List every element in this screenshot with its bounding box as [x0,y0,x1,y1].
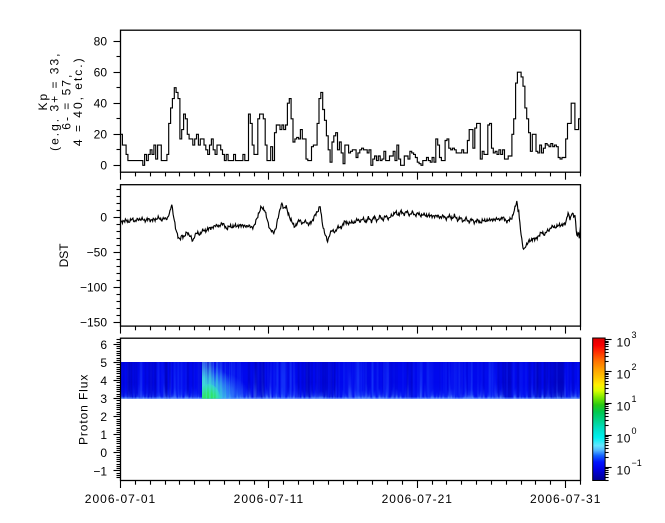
svg-text:1: 1 [100,428,107,442]
svg-text:DST: DST [57,243,71,268]
svg-text:6: 6 [100,338,107,352]
svg-text:0: 0 [632,426,637,436]
svg-text:80: 80 [94,35,108,49]
svg-text:−50: −50 [87,246,108,260]
svg-text:(e.g. 3+ = 33,: (e.g. 3+ = 33, [48,52,62,151]
svg-text:60: 60 [94,66,108,80]
svg-text:Proton Flux: Proton Flux [77,374,91,445]
svg-text:Kp: Kp [36,92,50,111]
svg-text:−150: −150 [80,315,107,329]
svg-text:0: 0 [100,159,107,173]
svg-text:1: 1 [632,394,637,404]
svg-text:6- = 57,: 6- = 57, [59,73,73,130]
svg-text:10: 10 [617,336,632,350]
svg-text:0: 0 [100,446,107,460]
svg-text:2006-07-11: 2006-07-11 [234,492,305,506]
svg-text:2006-07-31: 2006-07-31 [530,492,601,506]
svg-text:4: 4 [100,374,107,388]
svg-text:3: 3 [632,330,637,340]
svg-text:2: 2 [632,362,637,372]
svg-text:10: 10 [617,463,632,477]
svg-text:2006-07-21: 2006-07-21 [382,492,453,506]
svg-text:2006-07-01: 2006-07-01 [85,492,156,506]
svg-text:10: 10 [617,368,632,382]
svg-text:−1: −1 [632,458,642,468]
svg-text:−1: −1 [93,464,107,478]
svg-text:4 = 40, etc.): 4 = 40, etc.) [71,56,85,146]
svg-text:2: 2 [100,410,107,424]
svg-text:5: 5 [100,356,107,370]
svg-text:3: 3 [100,392,107,406]
svg-text:40: 40 [94,97,108,111]
svg-text:10: 10 [617,400,632,414]
svg-text:10: 10 [617,432,632,446]
svg-text:0: 0 [100,211,107,225]
svg-text:−100: −100 [80,281,107,295]
svg-text:20: 20 [94,128,108,142]
